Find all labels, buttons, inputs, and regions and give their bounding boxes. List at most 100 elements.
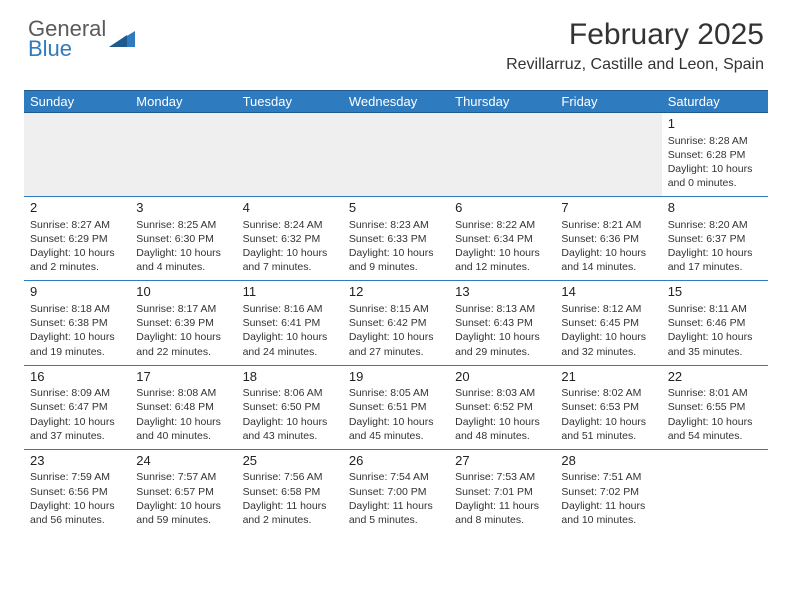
cell-sunrise: Sunrise: 7:53 AM — [455, 470, 549, 484]
header: General Blue February 2025 Revillarruz, … — [0, 0, 792, 80]
cell-sunset: Sunset: 6:57 PM — [136, 485, 230, 499]
cell-daylight2: and 40 minutes. — [136, 429, 230, 443]
cell-daylight1: Daylight: 10 hours — [668, 246, 762, 260]
calendar-cell: 19Sunrise: 8:05 AMSunset: 6:51 PMDayligh… — [343, 365, 449, 449]
cell-daylight1: Daylight: 10 hours — [30, 499, 124, 513]
cell-sunrise: Sunrise: 8:09 AM — [30, 386, 124, 400]
cell-sunset: Sunset: 6:48 PM — [136, 400, 230, 414]
cell-sunset: Sunset: 6:41 PM — [243, 316, 337, 330]
cell-daylight2: and 22 minutes. — [136, 345, 230, 359]
calendar-cell: 11Sunrise: 8:16 AMSunset: 6:41 PMDayligh… — [237, 281, 343, 365]
cell-sunset: Sunset: 6:28 PM — [668, 148, 762, 162]
cell-daylight2: and 24 minutes. — [243, 345, 337, 359]
cell-daylight2: and 56 minutes. — [30, 513, 124, 527]
calendar-cell: 20Sunrise: 8:03 AMSunset: 6:52 PMDayligh… — [449, 365, 555, 449]
cell-sunset: Sunset: 6:58 PM — [243, 485, 337, 499]
cell-sunrise: Sunrise: 8:12 AM — [561, 302, 655, 316]
day-number: 1 — [668, 115, 762, 133]
title-block: February 2025 Revillarruz, Castille and … — [506, 18, 764, 74]
calendar-row: 16Sunrise: 8:09 AMSunset: 6:47 PMDayligh… — [24, 365, 768, 449]
day-number: 16 — [30, 368, 124, 386]
day-number: 5 — [349, 199, 443, 217]
calendar-cell — [449, 113, 555, 197]
cell-sunrise: Sunrise: 8:22 AM — [455, 218, 549, 232]
calendar-cell: 28Sunrise: 7:51 AMSunset: 7:02 PMDayligh… — [555, 449, 661, 533]
cell-daylight1: Daylight: 10 hours — [561, 246, 655, 260]
day-number: 2 — [30, 199, 124, 217]
cell-daylight1: Daylight: 10 hours — [349, 246, 443, 260]
day-number: 14 — [561, 283, 655, 301]
cell-sunset: Sunset: 7:01 PM — [455, 485, 549, 499]
logo: General Blue — [28, 18, 135, 60]
cell-sunrise: Sunrise: 8:03 AM — [455, 386, 549, 400]
cell-daylight1: Daylight: 10 hours — [136, 415, 230, 429]
day-number: 24 — [136, 452, 230, 470]
cell-daylight2: and 37 minutes. — [30, 429, 124, 443]
calendar-cell: 8Sunrise: 8:20 AMSunset: 6:37 PMDaylight… — [662, 197, 768, 281]
cell-sunset: Sunset: 6:29 PM — [30, 232, 124, 246]
cell-sunset: Sunset: 6:42 PM — [349, 316, 443, 330]
day-number: 9 — [30, 283, 124, 301]
cell-daylight1: Daylight: 11 hours — [349, 499, 443, 513]
cell-sunrise: Sunrise: 8:15 AM — [349, 302, 443, 316]
cell-daylight2: and 2 minutes. — [243, 513, 337, 527]
cell-sunset: Sunset: 7:02 PM — [561, 485, 655, 499]
cell-sunrise: Sunrise: 7:57 AM — [136, 470, 230, 484]
day-number: 3 — [136, 199, 230, 217]
cell-sunrise: Sunrise: 8:24 AM — [243, 218, 337, 232]
calendar-cell: 10Sunrise: 8:17 AMSunset: 6:39 PMDayligh… — [130, 281, 236, 365]
cell-sunset: Sunset: 6:33 PM — [349, 232, 443, 246]
weekday-header: Friday — [555, 91, 661, 113]
cell-sunset: Sunset: 6:50 PM — [243, 400, 337, 414]
calendar-cell: 18Sunrise: 8:06 AMSunset: 6:50 PMDayligh… — [237, 365, 343, 449]
cell-sunset: Sunset: 6:45 PM — [561, 316, 655, 330]
cell-daylight2: and 54 minutes. — [668, 429, 762, 443]
cell-daylight2: and 45 minutes. — [349, 429, 443, 443]
cell-sunrise: Sunrise: 7:56 AM — [243, 470, 337, 484]
cell-daylight2: and 4 minutes. — [136, 260, 230, 274]
page-title: February 2025 — [506, 18, 764, 52]
calendar-cell: 12Sunrise: 8:15 AMSunset: 6:42 PMDayligh… — [343, 281, 449, 365]
calendar-cell: 13Sunrise: 8:13 AMSunset: 6:43 PMDayligh… — [449, 281, 555, 365]
cell-daylight2: and 35 minutes. — [668, 345, 762, 359]
cell-daylight1: Daylight: 10 hours — [243, 246, 337, 260]
cell-sunset: Sunset: 7:00 PM — [349, 485, 443, 499]
calendar-cell: 6Sunrise: 8:22 AMSunset: 6:34 PMDaylight… — [449, 197, 555, 281]
day-number: 12 — [349, 283, 443, 301]
calendar-cell: 27Sunrise: 7:53 AMSunset: 7:01 PMDayligh… — [449, 449, 555, 533]
cell-sunrise: Sunrise: 8:23 AM — [349, 218, 443, 232]
day-number: 4 — [243, 199, 337, 217]
weekday-header: Wednesday — [343, 91, 449, 113]
day-number: 18 — [243, 368, 337, 386]
day-number: 22 — [668, 368, 762, 386]
cell-sunset: Sunset: 6:52 PM — [455, 400, 549, 414]
day-number: 26 — [349, 452, 443, 470]
cell-sunset: Sunset: 6:34 PM — [455, 232, 549, 246]
calendar-row: 2Sunrise: 8:27 AMSunset: 6:29 PM Daylight… — [24, 197, 768, 281]
cell-sunrise: Sunrise: 8:18 AM — [30, 302, 124, 316]
cell-sunrise: Sunrise: 8:20 AM — [668, 218, 762, 232]
calendar-row: 9Sunrise: 8:18 AMSunset: 6:38 PM Daylight… — [24, 281, 768, 365]
cell-daylight1: Daylight: 10 hours — [561, 415, 655, 429]
cell-sunset: Sunset: 6:38 PM — [30, 316, 124, 330]
calendar-cell: 9Sunrise: 8:18 AMSunset: 6:38 PMDaylight… — [24, 281, 130, 365]
cell-sunset: Sunset: 6:37 PM — [668, 232, 762, 246]
cell-sunrise: Sunrise: 8:06 AM — [243, 386, 337, 400]
logo-line2: Blue — [28, 38, 106, 60]
calendar-cell — [662, 449, 768, 533]
cell-sunrise: Sunrise: 8:17 AM — [136, 302, 230, 316]
calendar-cell: 5Sunrise: 8:23 AMSunset: 6:33 PMDaylight… — [343, 197, 449, 281]
cell-daylight2: and 9 minutes. — [349, 260, 443, 274]
cell-sunrise: Sunrise: 7:54 AM — [349, 470, 443, 484]
cell-sunset: Sunset: 6:30 PM — [136, 232, 230, 246]
calendar-header-row: Sunday Monday Tuesday Wednesday Thursday… — [24, 91, 768, 113]
cell-daylight2: and 7 minutes. — [243, 260, 337, 274]
day-number: 11 — [243, 283, 337, 301]
cell-daylight1: Daylight: 10 hours — [561, 330, 655, 344]
cell-sunrise: Sunrise: 8:27 AM — [30, 218, 124, 232]
calendar-cell: 15Sunrise: 8:11 AMSunset: 6:46 PMDayligh… — [662, 281, 768, 365]
cell-daylight1: Daylight: 10 hours — [668, 415, 762, 429]
cell-daylight2: and 29 minutes. — [455, 345, 549, 359]
cell-daylight1: Daylight: 10 hours — [668, 162, 762, 176]
cell-daylight1: Daylight: 10 hours — [30, 415, 124, 429]
